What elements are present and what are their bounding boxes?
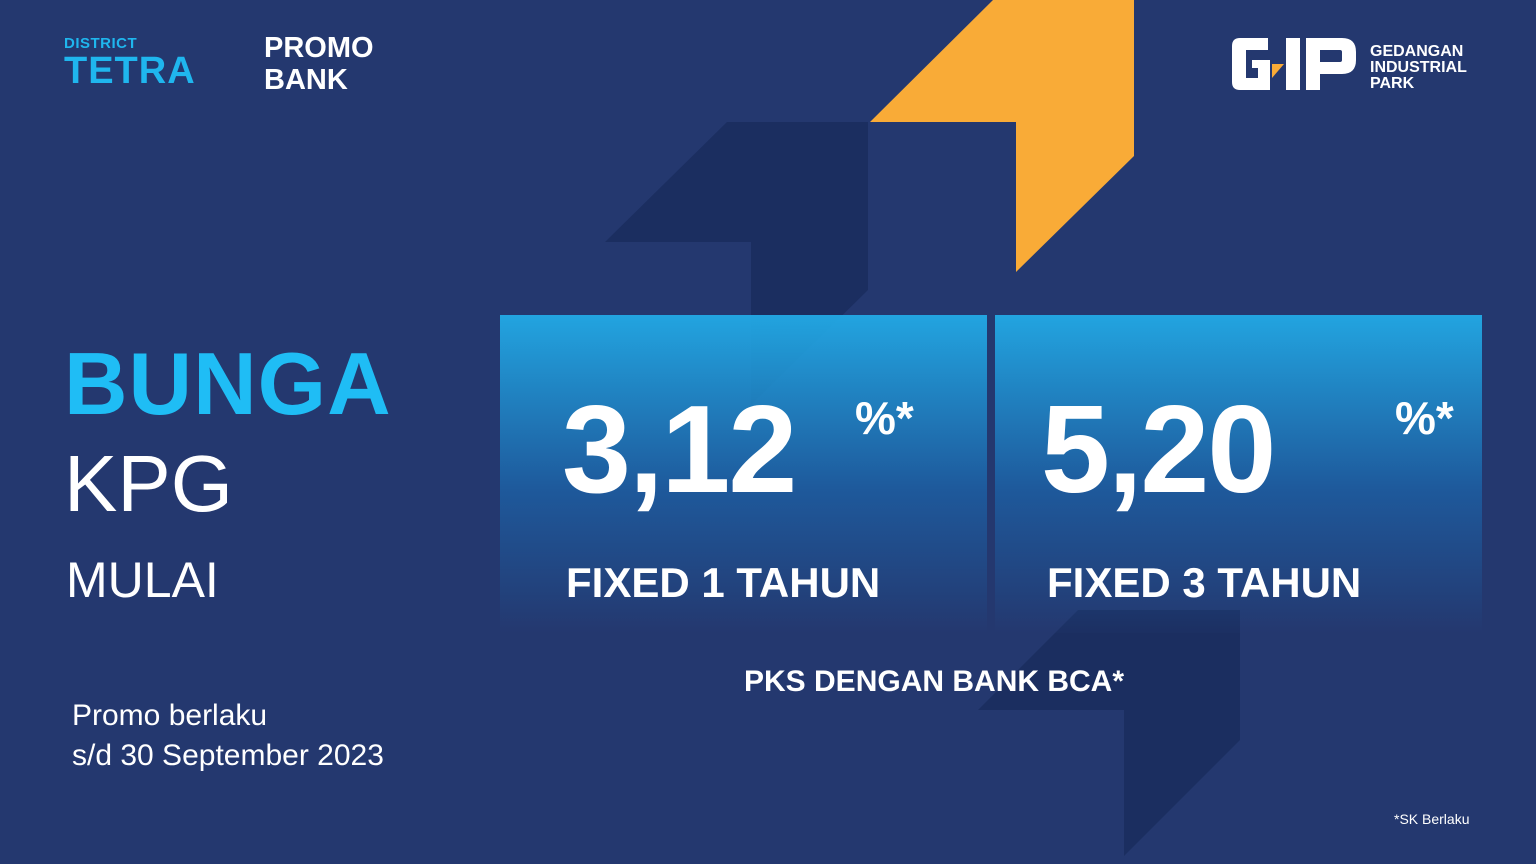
headline-mulai: MULAI	[66, 552, 219, 608]
offer-1-unit: %*	[855, 392, 914, 444]
gip-line-3: PARK	[1370, 75, 1415, 92]
offer-card-1: 3,12 %* FIXED 1 TAHUN	[500, 315, 987, 633]
dark-lower-shape	[978, 610, 1240, 856]
headline-bunga: BUNGA	[64, 334, 392, 433]
validity-line-1: Promo berlaku	[72, 699, 268, 732]
headline-kpg: KPG	[64, 439, 233, 528]
offer-2-term: FIXED 3 TAHUN	[1047, 559, 1362, 606]
validity-line-2: s/d 30 September 2023	[72, 739, 384, 772]
gip-name: GEDANGAN INDUSTRIAL PARK	[1370, 44, 1467, 92]
partner-bank-note: PKS DENGAN BANK BCA*	[744, 665, 1125, 698]
district-label: DISTRICT	[64, 35, 138, 52]
tetra-label: TETRA	[64, 50, 196, 92]
gip-line-1: GEDANGAN	[1370, 43, 1464, 60]
promo-label: PROMO	[264, 32, 374, 64]
offer-1-rate: 3,12	[562, 381, 797, 519]
bank-label: BANK	[264, 64, 348, 96]
district-tetra-logo: DISTRICT TETRA	[64, 35, 196, 92]
terms-footnote: *SK Berlaku	[1394, 811, 1470, 827]
orange-arrow-shape	[870, 0, 1134, 272]
promo-validity: Promo berlaku s/d 30 September 2023	[72, 696, 384, 776]
offer-card-2: 5,20 %* FIXED 3 TAHUN	[995, 315, 1482, 633]
offer-2-rate: 5,20	[1041, 381, 1276, 519]
offer-1-term: FIXED 1 TAHUN	[566, 559, 881, 606]
promo-bank-title: PROMO BANK	[264, 32, 374, 96]
gip-line-2: INDUSTRIAL	[1370, 59, 1467, 76]
offer-2-unit: %*	[1395, 392, 1454, 444]
gip-logo	[1232, 38, 1356, 90]
